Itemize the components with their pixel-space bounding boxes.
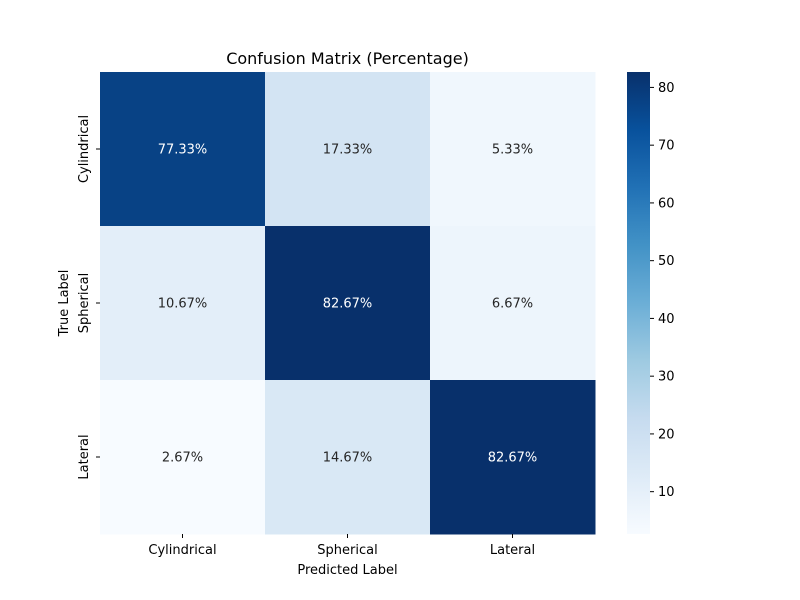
heatmap-cell: [100, 226, 266, 381]
cell-value-label: 10.67%: [158, 297, 208, 312]
chart-title: Confusion Matrix (Percentage): [226, 49, 469, 68]
heatmap-cell-labels: 77.33% 17.33% 5.33% 10.67% 82.67% 6.67% 2.67% 1…: [158, 143, 538, 466]
y-tick-label: Spherical: [77, 273, 92, 333]
y-axis-label: True Label: [57, 270, 72, 338]
cell-value-label: 6.67%: [492, 297, 533, 312]
colorbar-tick-label: 10: [658, 485, 675, 500]
heatmap-cell: [265, 380, 431, 535]
heatmap-cell: [430, 72, 596, 227]
cell-value-label: 2.67%: [162, 451, 203, 466]
colorbar-tick-label: 20: [658, 427, 675, 442]
colorbar-tick-label: 50: [658, 254, 675, 269]
colorbar-tick-label: 60: [658, 196, 675, 211]
y-axis: Cylindrical Spherical Lateral: [77, 115, 100, 480]
cell-value-label: 5.33%: [492, 143, 533, 158]
heatmap-cell: [430, 380, 596, 535]
cell-value-label: 77.33%: [158, 143, 208, 158]
heatmap-cell: [265, 72, 431, 227]
colorbar-tick-label: 30: [658, 370, 675, 385]
x-axis-label: Predicted Label: [297, 563, 397, 578]
heatmap-cell: [100, 380, 266, 535]
colorbar: 10 20 30 40 50 60 70 80: [627, 72, 675, 534]
colorbar-gradient: [627, 72, 650, 534]
x-tick-label: Cylindrical: [148, 543, 216, 558]
x-axis: Cylindrical Spherical Lateral: [148, 534, 535, 558]
cell-value-label: 82.67%: [488, 451, 538, 466]
cell-value-label: 14.67%: [323, 451, 373, 466]
colorbar-tick-label: 40: [658, 312, 675, 327]
heatmap-cell: [100, 72, 266, 227]
x-tick-label: Spherical: [317, 543, 377, 558]
heatmap-cell: [265, 226, 431, 381]
cell-value-label: 82.67%: [323, 297, 373, 312]
colorbar-tick-label: 80: [658, 81, 675, 96]
y-tick-label: Cylindrical: [77, 115, 92, 183]
x-tick-label: Lateral: [490, 543, 535, 558]
heatmap-cell: [430, 226, 596, 381]
colorbar-ticks: 10 20 30 40 50 60 70 80: [650, 81, 675, 500]
heatmap-cells: [100, 72, 596, 535]
cell-value-label: 17.33%: [323, 143, 373, 158]
y-tick-label: Lateral: [77, 434, 92, 479]
colorbar-tick-label: 70: [658, 139, 675, 154]
